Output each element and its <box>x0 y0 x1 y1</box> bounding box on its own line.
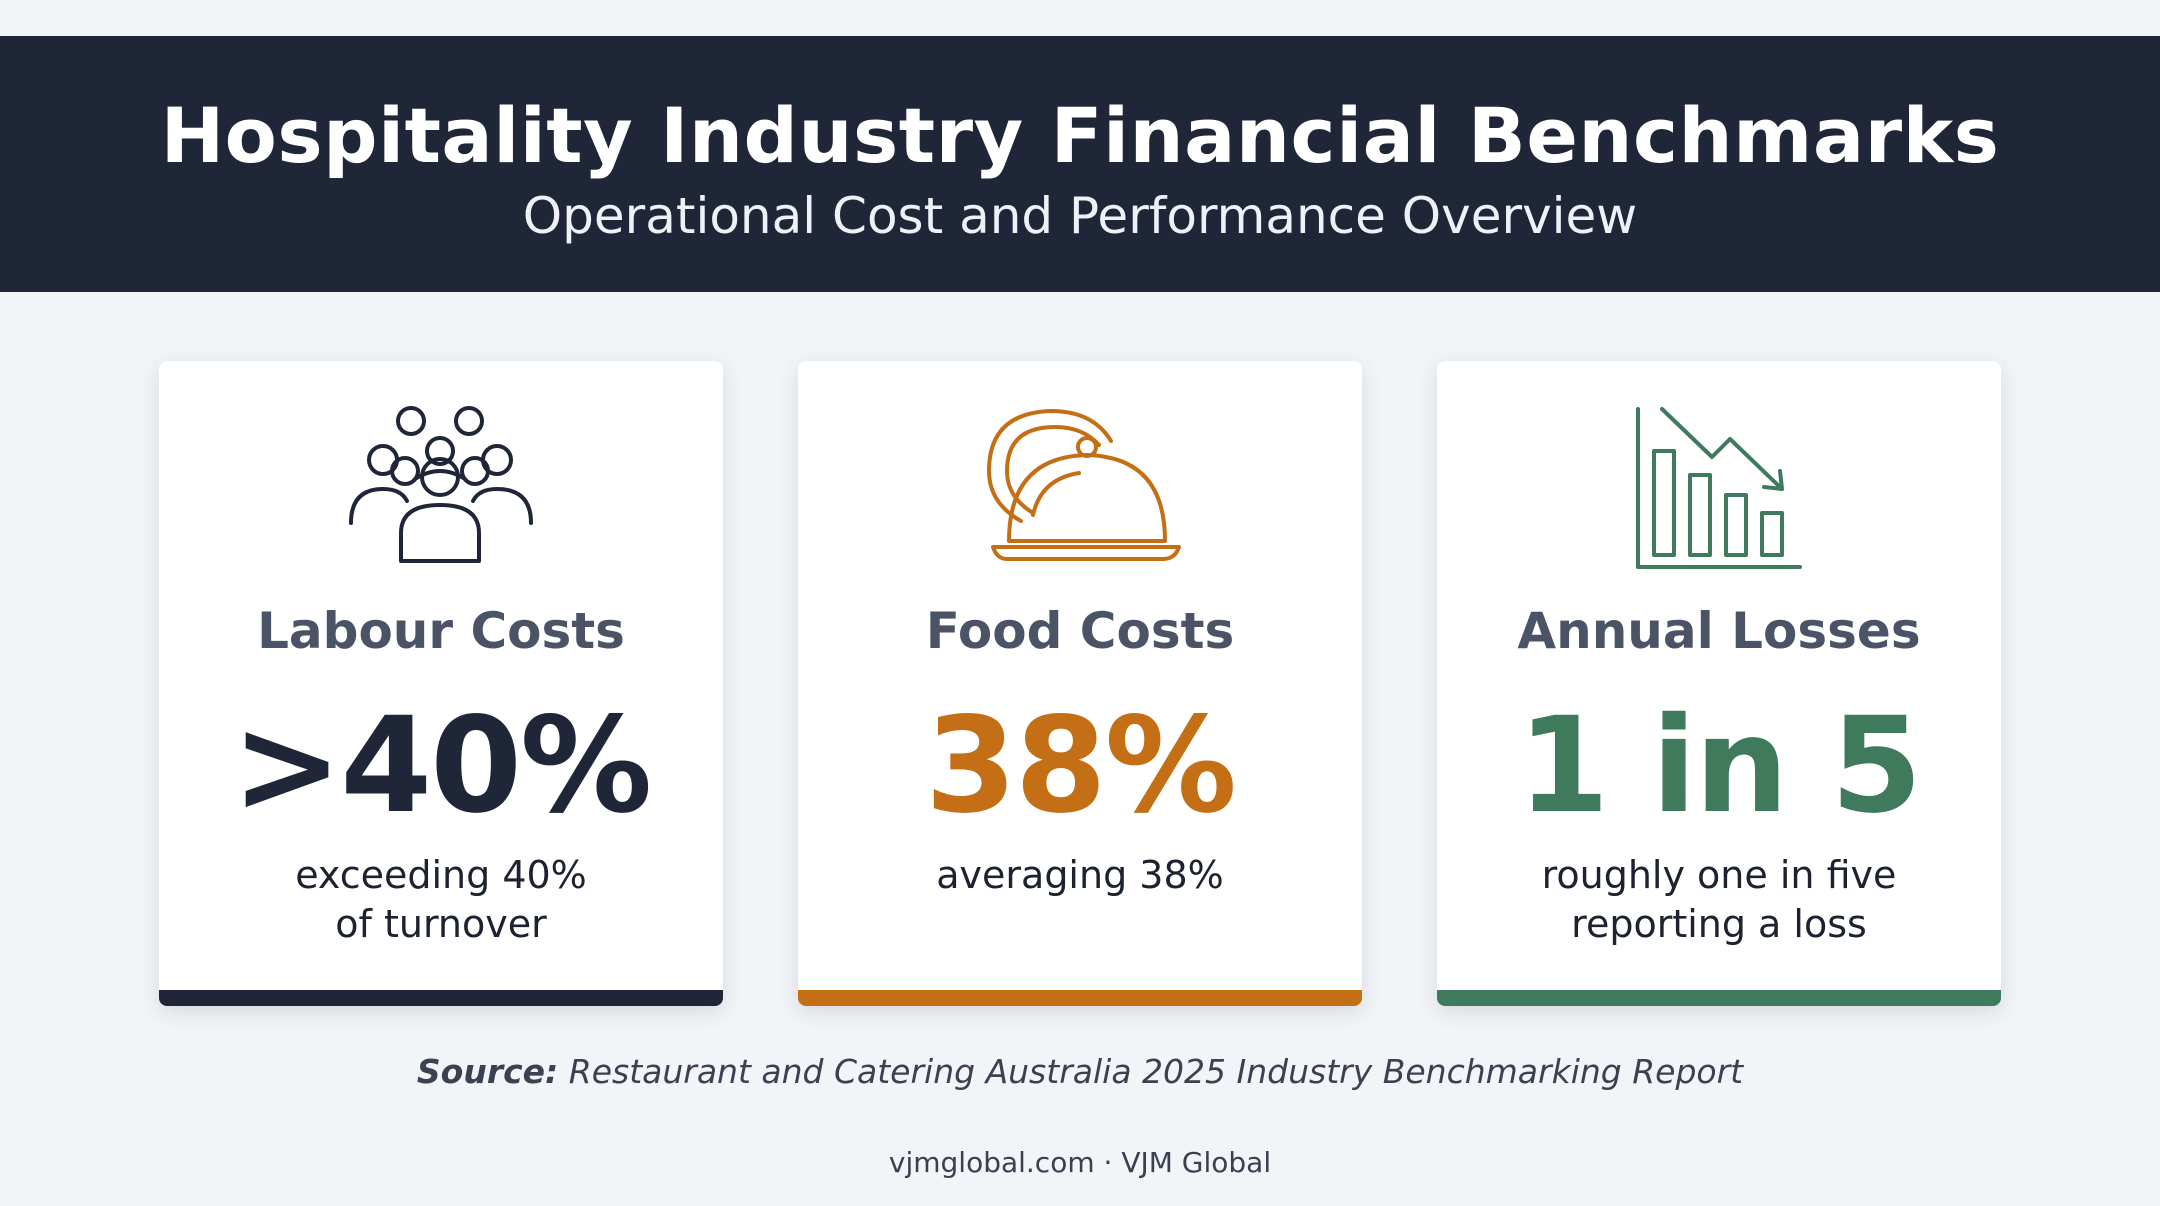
card-description-line: roughly one in five <box>1541 853 1897 897</box>
card-label: Annual Losses <box>1517 602 1921 660</box>
annual-losses-card: Annual Losses 1 in 5 roughly one in five… <box>1437 361 2001 1006</box>
card-value: >40% <box>231 689 653 843</box>
card-description-line: of turnover <box>335 902 547 947</box>
card-label: Labour Costs <box>257 602 625 660</box>
card-description-line: reporting a loss <box>1571 902 1867 947</box>
labour-costs-card: Labour Costs >40% exceeding 40% of turno… <box>159 361 723 1006</box>
card-label: Food Costs <box>925 602 1235 660</box>
page-title: Hospitality Industry Financial Benchmark… <box>160 91 2000 180</box>
card-description: averaging 38% <box>818 851 1342 900</box>
food-cloche-icon <box>798 405 1362 563</box>
source-label: Source: <box>416 1052 559 1091</box>
card-accent-bar <box>798 990 1362 1006</box>
card-description-line: exceeding 40% <box>295 853 587 897</box>
declining-bar-chart-icon <box>1437 405 2001 569</box>
footer-credit: vjmglobal.com · VJM Global <box>888 1146 1272 1179</box>
page-subtitle: Operational Cost and Performance Overvie… <box>522 187 1638 245</box>
card-description-line: averaging 38% <box>936 853 1224 897</box>
card-description: roughly one in five reporting a loss <box>1457 851 1981 950</box>
people-group-icon <box>159 405 723 563</box>
card-description: exceeding 40% of turnover <box>179 851 703 950</box>
card-value: 1 in 5 <box>1517 689 1923 843</box>
card-accent-bar <box>159 990 723 1006</box>
card-accent-bar <box>1437 990 2001 1006</box>
source-citation: Source: Restaurant and Catering Australi… <box>0 1052 2160 1091</box>
title-banner: Hospitality Industry Financial Benchmark… <box>0 36 2160 292</box>
source-text: Restaurant and Catering Australia 2025 I… <box>568 1052 1744 1091</box>
food-costs-card: Food Costs 38% averaging 38% <box>798 361 1362 1006</box>
card-value: 38% <box>925 689 1237 843</box>
